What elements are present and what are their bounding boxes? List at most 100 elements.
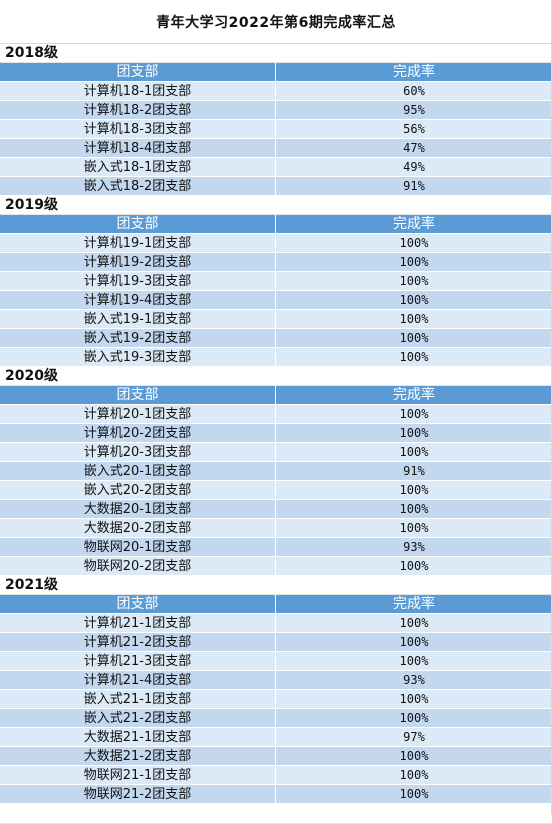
completion-rate-cell[interactable]: 56% bbox=[403, 122, 425, 136]
branch-name-cell[interactable]: 嵌入式18-2团支部 bbox=[0, 177, 276, 195]
grade-label[interactable]: 2018级 bbox=[0, 44, 552, 63]
completion-rate-cell[interactable]: 100% bbox=[399, 255, 429, 269]
branch-name-cell[interactable]: 嵌入式20-2团支部 bbox=[0, 481, 276, 499]
empty-row[interactable] bbox=[0, 804, 552, 824]
table-row: 大数据21-1团支部 97% bbox=[0, 728, 552, 747]
branch-name-cell[interactable]: 大数据20-2团支部 bbox=[0, 519, 276, 537]
branch-name-cell[interactable]: 计算机21-1团支部 bbox=[0, 614, 276, 632]
completion-rate-cell[interactable]: 95% bbox=[403, 103, 425, 117]
completion-rate-cell[interactable]: 100% bbox=[399, 749, 429, 763]
completion-rate-cell[interactable]: 47% bbox=[403, 141, 425, 155]
completion-rate-cell[interactable]: 100% bbox=[399, 711, 429, 725]
completion-rate-cell[interactable]: 100% bbox=[399, 331, 429, 345]
branch-name-cell[interactable]: 物联网20-1团支部 bbox=[0, 538, 276, 556]
column-header-rate[interactable]: 完成率 bbox=[393, 216, 435, 232]
table-row: 计算机20-3团支部 100% bbox=[0, 443, 552, 462]
branch-name-cell[interactable]: 计算机19-4团支部 bbox=[0, 291, 276, 309]
branch-name-cell[interactable]: 嵌入式19-3团支部 bbox=[0, 348, 276, 366]
branch-name-cell[interactable]: 计算机20-3团支部 bbox=[0, 443, 276, 461]
branch-name-cell[interactable]: 大数据21-2团支部 bbox=[0, 747, 276, 765]
branch-name-cell[interactable]: 计算机21-3团支部 bbox=[0, 652, 276, 670]
completion-rate-cell[interactable]: 100% bbox=[399, 407, 429, 421]
branch-name-cell[interactable]: 嵌入式21-2团支部 bbox=[0, 709, 276, 727]
completion-rate-cell[interactable]: 100% bbox=[399, 502, 429, 516]
column-header-name[interactable]: 团支部 bbox=[0, 595, 276, 613]
table-row: 计算机21-1团支部 100% bbox=[0, 614, 552, 633]
completion-rate-cell[interactable]: 97% bbox=[403, 730, 425, 744]
branch-name-cell[interactable]: 嵌入式19-2团支部 bbox=[0, 329, 276, 347]
column-header-rate[interactable]: 完成率 bbox=[393, 387, 435, 403]
branch-name-cell[interactable]: 计算机19-2团支部 bbox=[0, 253, 276, 271]
column-header-name[interactable]: 团支部 bbox=[0, 215, 276, 233]
completion-rate-cell[interactable]: 100% bbox=[399, 426, 429, 440]
branch-name-cell[interactable]: 物联网21-1团支部 bbox=[0, 766, 276, 784]
grade-label[interactable]: 2021级 bbox=[0, 576, 552, 595]
completion-rate-cell[interactable]: 100% bbox=[399, 616, 429, 630]
table-header-row: 团支部 完成率 bbox=[0, 215, 552, 234]
completion-rate-cell[interactable]: 100% bbox=[399, 559, 429, 573]
table-row: 大数据20-1团支部 100% bbox=[0, 500, 552, 519]
completion-rate-cell[interactable]: 100% bbox=[399, 483, 429, 497]
table-row: 嵌入式21-1团支部 100% bbox=[0, 690, 552, 709]
table-row: 计算机19-4团支部 100% bbox=[0, 291, 552, 310]
grade-label[interactable]: 2020级 bbox=[0, 367, 552, 386]
completion-rate-cell[interactable]: 60% bbox=[403, 84, 425, 98]
completion-rate-cell[interactable]: 100% bbox=[399, 350, 429, 364]
branch-name-cell[interactable]: 物联网20-2团支部 bbox=[0, 557, 276, 575]
table-row: 计算机18-2团支部 95% bbox=[0, 101, 552, 120]
completion-rate-cell[interactable]: 93% bbox=[403, 673, 425, 687]
completion-rate-cell[interactable]: 100% bbox=[399, 274, 429, 288]
branch-name-cell[interactable]: 嵌入式19-1团支部 bbox=[0, 310, 276, 328]
table-row: 嵌入式18-2团支部 91% bbox=[0, 177, 552, 196]
branch-name-cell[interactable]: 计算机18-4团支部 bbox=[0, 139, 276, 157]
completion-rate-cell[interactable]: 91% bbox=[403, 464, 425, 478]
completion-rate-cell[interactable]: 93% bbox=[403, 540, 425, 554]
completion-rate-cell[interactable]: 100% bbox=[399, 787, 429, 801]
branch-name-cell[interactable]: 嵌入式20-1团支部 bbox=[0, 462, 276, 480]
column-header-rate[interactable]: 完成率 bbox=[393, 64, 435, 80]
table-header-row: 团支部 完成率 bbox=[0, 386, 552, 405]
column-header-rate[interactable]: 完成率 bbox=[393, 596, 435, 612]
branch-name-cell[interactable]: 计算机21-2团支部 bbox=[0, 633, 276, 651]
table-row: 大数据21-2团支部 100% bbox=[0, 747, 552, 766]
table-header-row: 团支部 完成率 bbox=[0, 63, 552, 82]
branch-name-cell[interactable]: 计算机19-1团支部 bbox=[0, 234, 276, 252]
branch-name-cell[interactable]: 计算机18-2团支部 bbox=[0, 101, 276, 119]
grade-label[interactable]: 2019级 bbox=[0, 196, 552, 215]
completion-rate-cell[interactable]: 100% bbox=[399, 635, 429, 649]
branch-name-cell[interactable]: 计算机20-2团支部 bbox=[0, 424, 276, 442]
completion-rate-cell[interactable]: 100% bbox=[399, 293, 429, 307]
column-header-name[interactable]: 团支部 bbox=[0, 63, 276, 81]
branch-name-cell[interactable]: 计算机21-4团支部 bbox=[0, 671, 276, 689]
table-row: 计算机21-4团支部 93% bbox=[0, 671, 552, 690]
grade-section: 2020级 团支部 完成率 计算机20-1团支部 100% 计算机20-2团支部 100% 计… bbox=[0, 367, 552, 576]
branch-name-cell[interactable]: 物联网21-2团支部 bbox=[0, 785, 276, 803]
branch-name-cell[interactable]: 计算机20-1团支部 bbox=[0, 405, 276, 423]
table-row: 大数据20-2团支部 100% bbox=[0, 519, 552, 538]
completion-rate-cell[interactable]: 100% bbox=[399, 312, 429, 326]
branch-name-cell[interactable]: 大数据21-1团支部 bbox=[0, 728, 276, 746]
table-row: 物联网20-2团支部 100% bbox=[0, 557, 552, 576]
branch-name-cell[interactable]: 大数据20-1团支部 bbox=[0, 500, 276, 518]
table-row: 嵌入式19-2团支部 100% bbox=[0, 329, 552, 348]
completion-rate-cell[interactable]: 100% bbox=[399, 654, 429, 668]
completion-rate-cell[interactable]: 100% bbox=[399, 692, 429, 706]
branch-name-cell[interactable]: 计算机18-3团支部 bbox=[0, 120, 276, 138]
completion-rate-cell[interactable]: 49% bbox=[403, 160, 425, 174]
branch-name-cell[interactable]: 嵌入式18-1团支部 bbox=[0, 158, 276, 176]
branch-name-cell[interactable]: 计算机19-3团支部 bbox=[0, 272, 276, 290]
branch-name-cell[interactable]: 计算机18-1团支部 bbox=[0, 82, 276, 100]
column-header-name[interactable]: 团支部 bbox=[0, 386, 276, 404]
sheet-title[interactable]: 青年大学习2022年第6期完成率汇总 bbox=[0, 0, 552, 44]
branch-name-cell[interactable]: 嵌入式21-1团支部 bbox=[0, 690, 276, 708]
completion-rate-cell[interactable]: 91% bbox=[403, 179, 425, 193]
table-row: 物联网21-1团支部 100% bbox=[0, 766, 552, 785]
table-row: 嵌入式20-2团支部 100% bbox=[0, 481, 552, 500]
completion-rate-cell[interactable]: 100% bbox=[399, 521, 429, 535]
completion-rate-cell[interactable]: 100% bbox=[399, 445, 429, 459]
table-row: 嵌入式18-1团支部 49% bbox=[0, 158, 552, 177]
completion-rate-cell[interactable]: 100% bbox=[399, 236, 429, 250]
completion-rate-cell[interactable]: 100% bbox=[399, 768, 429, 782]
grade-section: 2018级 团支部 完成率 计算机18-1团支部 60% 计算机18-2团支部 95% 计算机… bbox=[0, 44, 552, 196]
